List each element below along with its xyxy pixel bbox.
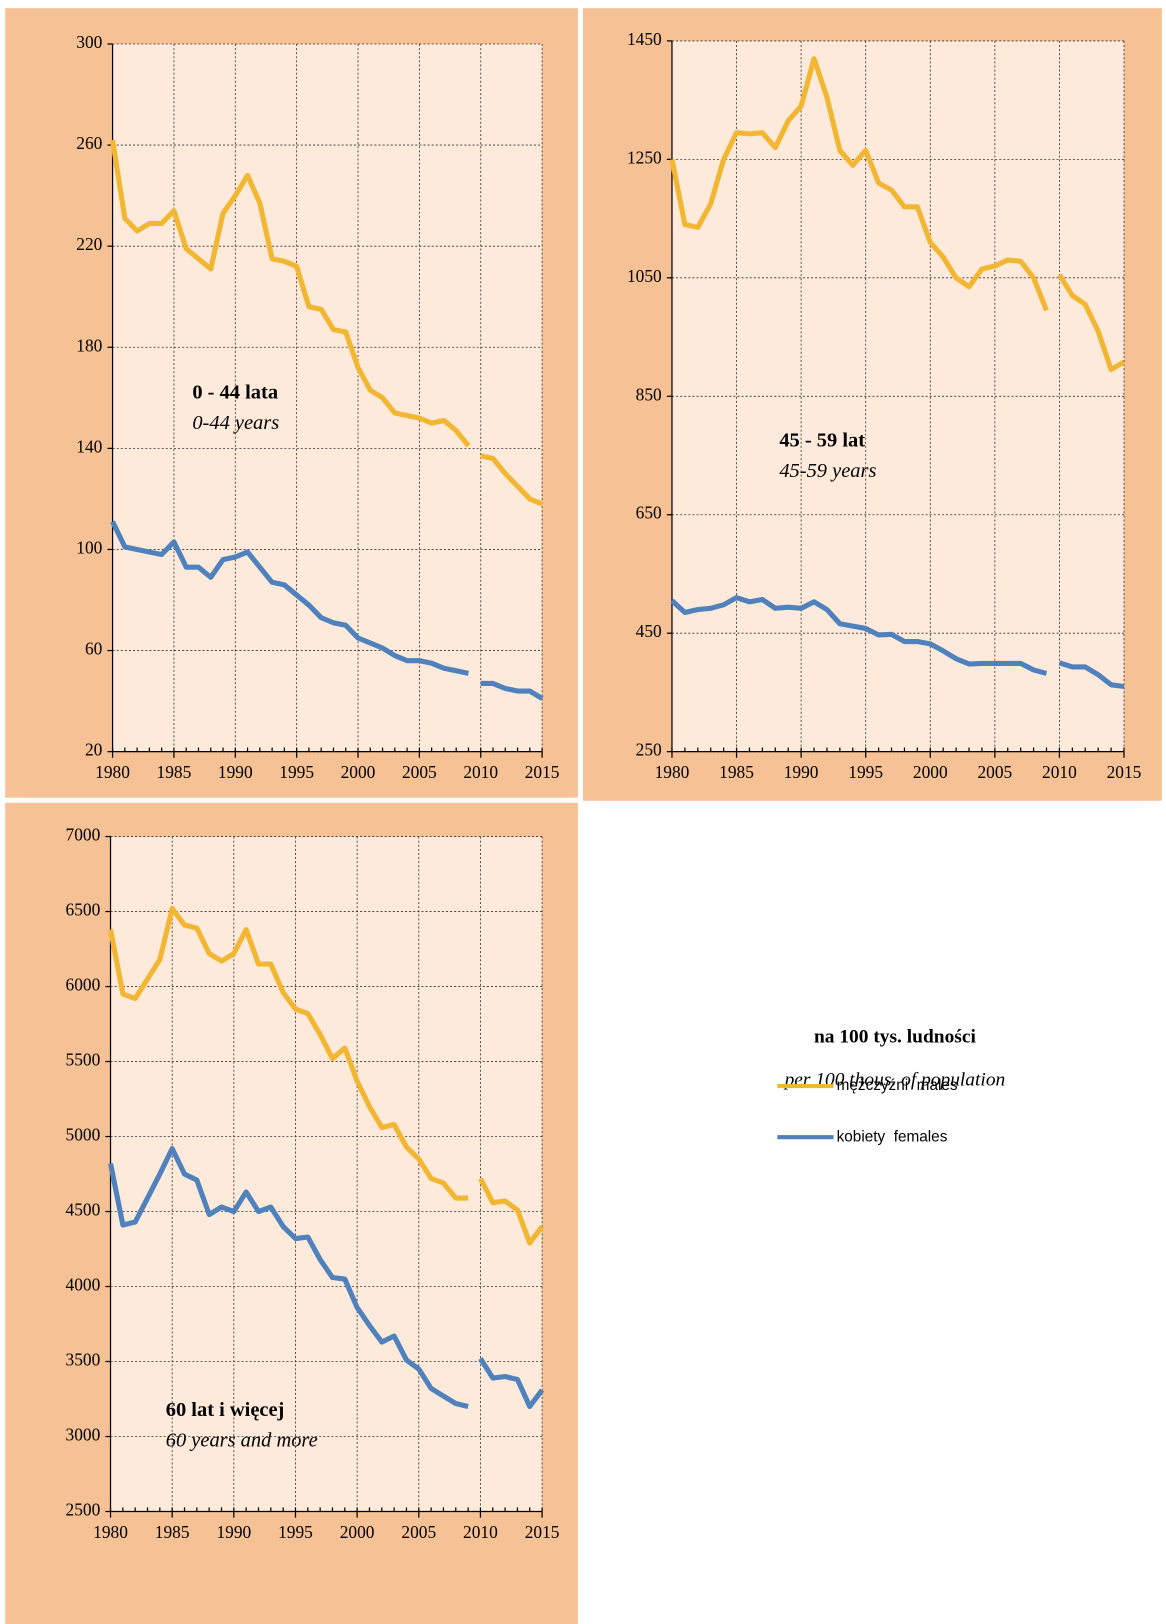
- y-tick-label: 300: [76, 33, 102, 52]
- x-tick-label: 2010: [463, 1523, 498, 1542]
- chart: 20 60 100 140 180 220 260 300 1980 1985 1990 1995 20…: [5, 8, 578, 798]
- y-tick-label: 20: [85, 741, 103, 760]
- x-tick-label: 2015: [525, 763, 560, 782]
- series-line: [669, 56, 1126, 373]
- note: na 100 tys. ludności: [814, 1026, 976, 1047]
- y-tick-label: 1050: [627, 267, 662, 286]
- legend-label: mężczyźni males: [837, 1077, 958, 1094]
- y-tick-label: 7000: [66, 826, 101, 845]
- x-tick-label: 1980: [95, 763, 130, 782]
- y-tick-label: 5500: [66, 1051, 101, 1070]
- y-tick-label: 100: [76, 538, 102, 557]
- x-tick-label: 1990: [216, 1523, 251, 1542]
- x-tick-label: 1995: [278, 1523, 313, 1542]
- y-tick-label: 5000: [66, 1126, 101, 1145]
- y-tick-label: 3500: [66, 1350, 101, 1369]
- y-tick-label: 850: [636, 385, 662, 404]
- x-tick-label: 2000: [341, 763, 376, 782]
- y-tick-label: 250: [636, 741, 662, 760]
- y-tick-label: 4500: [66, 1201, 101, 1220]
- y-tick-label: 180: [76, 336, 102, 355]
- x-tick-label: 1985: [157, 763, 192, 782]
- annotation: 0 - 44 lata: [192, 381, 278, 403]
- x-tick-label: 2015: [1107, 763, 1142, 782]
- x-tick-label: 2005: [402, 763, 437, 782]
- series-line: [110, 520, 544, 701]
- y-tick-label: 60: [85, 640, 103, 659]
- series-line: [108, 1146, 545, 1410]
- x-tick-label: 1990: [218, 763, 253, 782]
- annotation: 45-59 years: [779, 460, 876, 482]
- y-tick-label: 220: [76, 235, 102, 254]
- x-tick-label: 1980: [655, 763, 690, 782]
- y-tick-label: 260: [76, 134, 102, 153]
- annotation: 60 lat i więcej: [166, 1399, 285, 1421]
- x-tick-label: 1985: [719, 763, 754, 782]
- x-tick-label: 1980: [93, 1523, 128, 1542]
- x-tick-label: 2005: [977, 763, 1012, 782]
- note: per 100 thous. of population: [783, 1069, 1006, 1090]
- plot-area: [112, 43, 543, 752]
- x-tick-label: 1985: [155, 1523, 190, 1542]
- annotation: 60 years and more: [166, 1430, 318, 1452]
- series-line: [108, 905, 545, 1246]
- y-tick-label: 1250: [627, 148, 662, 167]
- annotation: 0-44 years: [192, 412, 279, 434]
- x-tick-label: 2000: [340, 1523, 375, 1542]
- y-tick-label: 6500: [66, 901, 101, 920]
- y-tick-label: 4000: [66, 1276, 101, 1295]
- series-line: [670, 595, 1125, 690]
- y-tick-label: 1450: [627, 30, 662, 49]
- x-tick-label: 1990: [784, 763, 819, 782]
- chart: 2500 3000 3500 4000 4500 5000 5500 6000 6500 7000…: [5, 802, 578, 1624]
- y-tick-label: 140: [76, 437, 102, 456]
- y-tick-label: 3000: [66, 1425, 101, 1444]
- x-tick-label: 2010: [1042, 763, 1077, 782]
- x-tick-label: 1995: [848, 763, 883, 782]
- y-tick-label: 2500: [66, 1500, 101, 1519]
- x-tick-label: 2015: [525, 1523, 560, 1542]
- y-tick-label: 6000: [66, 976, 101, 995]
- x-tick-label: 2010: [463, 763, 498, 782]
- chart: 250 450 650 850 1050 1250 1450 1980 1985 1990 1995…: [583, 8, 1162, 801]
- y-tick-label: 450: [636, 622, 662, 641]
- x-tick-label: 1995: [279, 763, 314, 782]
- y-tick-label: 650: [636, 504, 662, 523]
- x-tick-label: 2005: [401, 1523, 436, 1542]
- annotation: 45 - 59 lat: [779, 429, 865, 451]
- legend-label: kobiety females: [837, 1128, 948, 1145]
- x-tick-label: 2000: [913, 763, 948, 782]
- series-line: [110, 139, 544, 507]
